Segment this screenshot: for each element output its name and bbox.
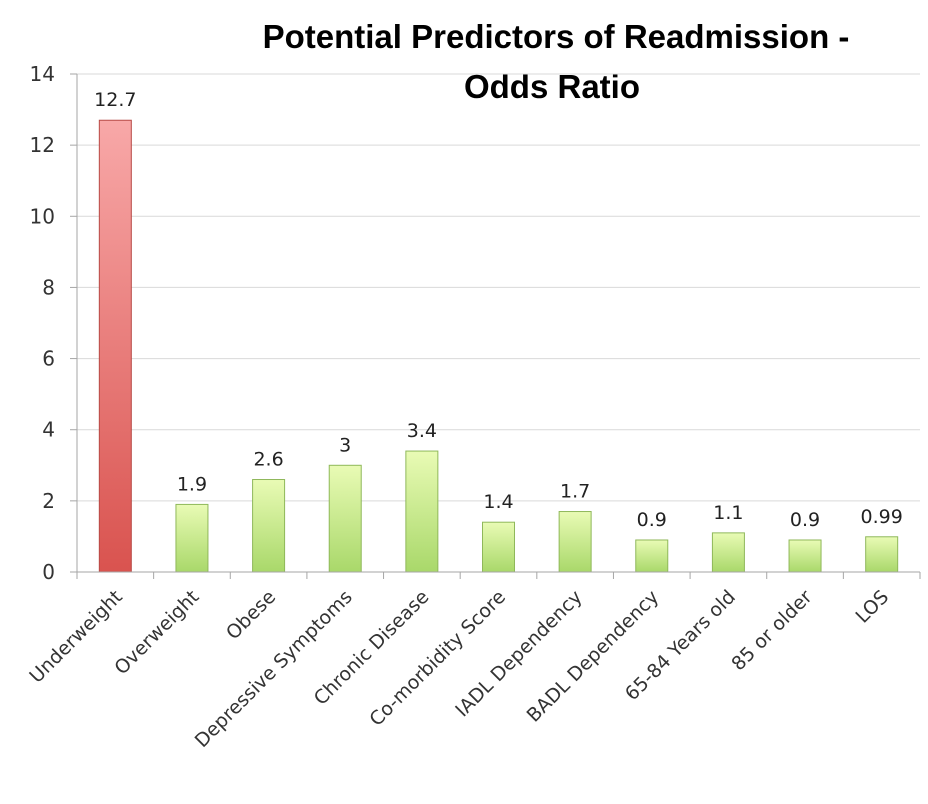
- bar-iadl-dependency: [558, 511, 592, 573]
- data-label: 1.4: [483, 491, 513, 513]
- data-label: 3: [339, 434, 351, 456]
- data-label: 0.99: [861, 506, 903, 528]
- bar-65-84-years-old: [711, 532, 745, 573]
- data-label: 3.4: [407, 420, 437, 442]
- bar-co-morbidity-score: [482, 521, 515, 573]
- x-category-label: Co-morbidity Score: [365, 586, 510, 731]
- axes: [76, 74, 921, 579]
- y-tick-label: 14: [30, 62, 55, 86]
- bar-underweight: [98, 119, 132, 573]
- data-label: 1.9: [177, 473, 207, 495]
- bar-obese: [252, 479, 286, 573]
- x-category-label: LOS: [852, 586, 894, 628]
- data-label: 0.9: [637, 509, 667, 531]
- bar-los: [865, 536, 899, 573]
- x-category-label: IADL Dependency: [451, 586, 586, 721]
- x-category-label: Underweight: [25, 586, 127, 688]
- y-tick-label: 4: [42, 418, 55, 442]
- y-tick-label: 6: [42, 347, 55, 371]
- bar-overweight: [175, 503, 209, 573]
- data-label: 0.9: [790, 509, 820, 531]
- y-tick-label: 2: [42, 489, 55, 513]
- data-label: 12.7: [94, 89, 136, 111]
- y-tick-label: 0: [42, 560, 55, 584]
- x-category-label: 85 or older: [727, 586, 816, 675]
- x-category-label: Obese: [222, 586, 280, 644]
- y-tick-label: 8: [42, 275, 55, 299]
- data-label: 1.7: [560, 481, 590, 503]
- x-category-label: Depressive Symptoms: [191, 586, 357, 752]
- x-category-label: BADL Dependency: [523, 586, 664, 727]
- data-labels: 12.7 1.9 2.6 3 3.4 1.4 1.7 0.9 1.1 0.9 0.99: [94, 89, 903, 531]
- gridlines: [77, 73, 920, 502]
- bar-chronic-disease: [405, 450, 439, 573]
- data-label: 1.1: [713, 502, 743, 524]
- y-tick-label: 10: [30, 204, 55, 228]
- bar-badl-dependency: [635, 539, 669, 573]
- data-label: 2.6: [253, 449, 283, 471]
- bars: [98, 119, 899, 573]
- y-axis-ticks: 0 2 4 6 8 10 12 14: [30, 62, 77, 584]
- bar-85-or-older: [788, 539, 822, 573]
- y-tick-label: 12: [30, 133, 55, 157]
- bar-depressive-symptoms: [328, 464, 362, 573]
- chart-title-line-1: Potential Predictors of Readmission -: [263, 18, 850, 55]
